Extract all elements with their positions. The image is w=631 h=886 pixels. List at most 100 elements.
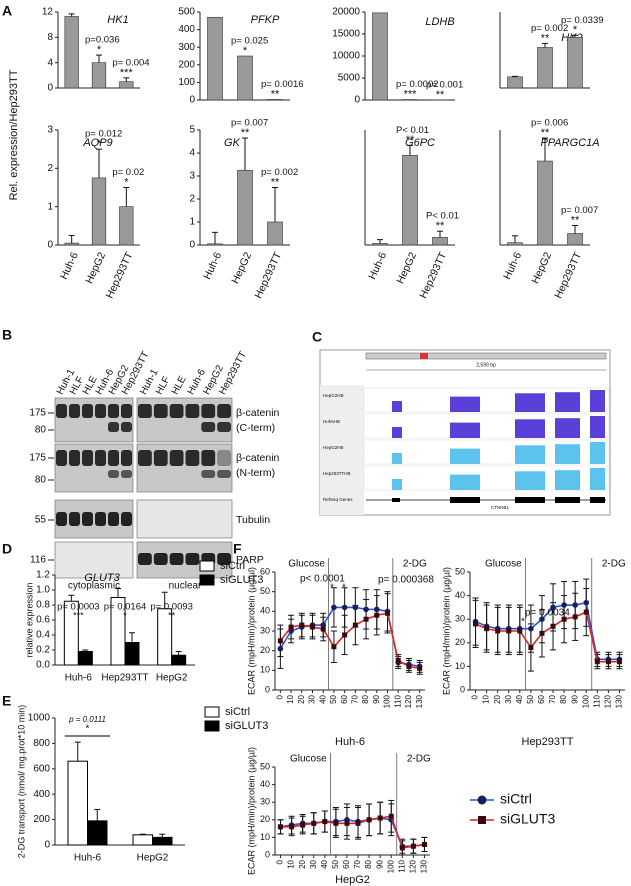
band — [217, 404, 231, 418]
coverage — [515, 445, 545, 464]
legend-swatch — [199, 574, 215, 586]
y-axis-label: ECAR (mpH/min)/protein (µg/µl) — [246, 747, 256, 875]
marker — [583, 609, 589, 615]
x-tick-label: 50 — [329, 694, 338, 703]
y-tick-label: 3 — [47, 125, 53, 136]
x-tick-label: HepG2 — [156, 673, 188, 684]
gene-title: G6PC — [405, 137, 435, 149]
p-value: P< 0.01 — [396, 125, 429, 136]
p-value: p= 0.0003 — [57, 602, 100, 613]
y-tick-label: 0 — [354, 95, 360, 106]
marker — [385, 610, 390, 616]
y-tick-label: 4 — [189, 148, 195, 159]
mw-marker: 55 — [35, 515, 47, 526]
legend-marker — [478, 816, 486, 824]
p-value: p= 0.006 — [531, 118, 568, 129]
x-tick-label: 100 — [386, 859, 395, 873]
scale-label: 2,599 bp — [476, 362, 496, 368]
y-tick-label: 15000 — [332, 29, 360, 40]
significance: ** — [271, 176, 280, 188]
legend-label: siCtrl — [500, 791, 532, 807]
gene-title: PFKP — [251, 14, 280, 26]
marker — [342, 632, 348, 638]
y-tick-label: 10 — [260, 832, 270, 842]
legend-swatch — [204, 706, 220, 718]
x-tick-label: HepG2 — [529, 250, 554, 285]
x-tick-label: 120 — [604, 694, 613, 708]
significance: ** — [541, 127, 550, 139]
marker — [561, 602, 567, 608]
significance: * — [123, 610, 127, 620]
bar — [237, 55, 253, 101]
marker — [399, 845, 405, 851]
row-label: β-catenin — [236, 407, 280, 419]
p-value: p= 0.004 — [112, 57, 149, 68]
annotation: * — [521, 617, 525, 628]
coverage — [392, 453, 402, 464]
exon — [392, 498, 400, 502]
x-tick-label: 110 — [393, 694, 402, 707]
row-label: β-catenin — [236, 452, 280, 464]
track-label: Hep293TTHB — [323, 471, 351, 476]
y-tick-label: 100 — [178, 77, 195, 88]
significance: * — [97, 44, 102, 56]
blot-strip — [136, 397, 233, 443]
y-tick-label: 500 — [178, 7, 195, 18]
x-tick-label: 10 — [286, 694, 295, 703]
x-tick-label: 90 — [570, 694, 579, 703]
x-tick-label: 10 — [482, 694, 491, 703]
y-tick-label: 20 — [260, 645, 270, 655]
band — [169, 404, 184, 418]
p-value: p= 0.0339 — [561, 15, 604, 26]
marker — [333, 820, 339, 826]
coverage — [555, 392, 580, 412]
ideogram-marker — [420, 353, 428, 359]
gene-title: AQP9 — [82, 137, 112, 149]
bar — [267, 99, 283, 101]
marker — [495, 628, 501, 634]
coverage — [515, 419, 545, 438]
marker — [539, 616, 545, 622]
x-axis-label: Huh-6 — [335, 736, 365, 748]
y-tick-label: 5 — [189, 125, 195, 136]
significance: ** — [168, 610, 176, 620]
y-tick-label: 2 — [189, 194, 195, 205]
band — [82, 512, 93, 526]
row-label: (C-term) — [236, 422, 275, 434]
significance: * — [86, 724, 90, 735]
marker — [561, 616, 567, 622]
bar — [64, 242, 79, 246]
coverage — [392, 401, 402, 412]
y-axis-label: Rel. expression/Hep293TT — [8, 69, 20, 200]
significance: ** — [436, 220, 445, 232]
marker — [616, 659, 622, 665]
y-tick-label: 1 — [47, 201, 53, 212]
x-tick-label: HepG2 — [394, 250, 419, 285]
band — [121, 470, 132, 478]
legend-swatch — [204, 720, 220, 732]
band — [153, 404, 168, 418]
track-label: Huh6HB — [323, 419, 340, 424]
coverage — [450, 396, 480, 412]
band — [153, 553, 168, 565]
y-tick-label: 0.4 — [36, 630, 50, 641]
marker — [528, 645, 534, 651]
bar — [119, 206, 134, 246]
band — [121, 404, 132, 418]
y-tick-label: 1.0 — [36, 585, 50, 596]
x-axis-label: Hep293TT — [522, 736, 574, 748]
bar — [207, 16, 223, 101]
y-tick-label: 0 — [189, 240, 195, 251]
band — [201, 450, 216, 466]
x-axis-label: HepG2 — [335, 874, 370, 886]
marker — [583, 599, 590, 606]
band — [56, 404, 67, 418]
coverage — [450, 448, 480, 464]
coverage — [590, 442, 605, 464]
band — [108, 404, 119, 418]
y-tick-label: 50 — [455, 566, 465, 576]
band — [108, 470, 119, 478]
bar — [152, 836, 173, 846]
legend-label: siGLUT3 — [220, 574, 263, 586]
exon — [590, 497, 605, 503]
